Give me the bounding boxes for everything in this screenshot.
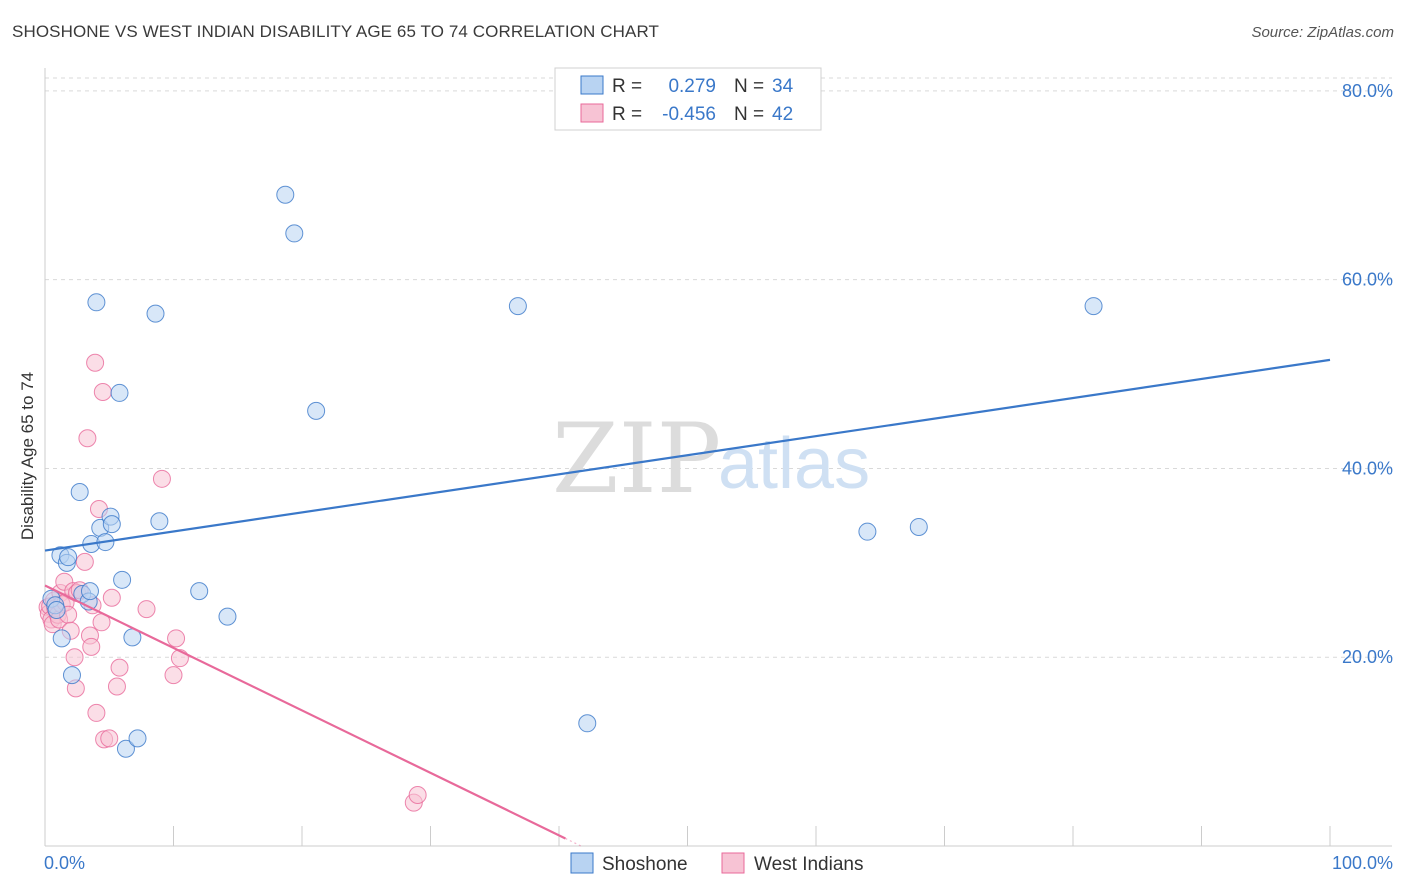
legend-n-value-1: 34 [772, 76, 794, 97]
shoshone-point [102, 515, 121, 534]
west-indians-trend-extension [565, 837, 582, 847]
west-indians-point [152, 469, 171, 488]
chart-source: Source: ZipAtlas.com [1251, 24, 1394, 41]
shoshone-point [508, 297, 527, 316]
west-indians-point [164, 666, 183, 685]
shoshone-trend-line [44, 358, 1331, 552]
y-tick-label: 40.0% [1342, 458, 1393, 478]
west-indians-point [75, 552, 94, 571]
shoshone-point [62, 666, 81, 685]
watermark-zip: ZIP [552, 403, 721, 515]
x-tick-label: 100.0% [1332, 853, 1393, 873]
grid-lines [45, 77, 1392, 658]
west-indians-point [408, 786, 427, 805]
west-indians-trend-line [44, 584, 566, 840]
shoshone-point [87, 293, 106, 312]
legend-r-value-1: 0.279 [668, 76, 716, 97]
legend-n-label-1: N = [734, 76, 764, 97]
bottom-legend: Shoshone West Indians [570, 852, 863, 875]
shoshone-point [128, 729, 147, 748]
bottom-legend-swatch-shoshone [570, 852, 594, 874]
west-indians-point [87, 703, 106, 722]
shoshone-point [307, 401, 326, 420]
y-tick-label: 80.0% [1342, 81, 1393, 101]
shoshone-point [80, 582, 99, 601]
y-axis-label: Disability Age 65 to 74 [18, 372, 37, 540]
shoshone-point [218, 607, 237, 626]
shoshone-point [150, 512, 169, 531]
west-indians-point [93, 382, 112, 401]
trend-lines [44, 358, 1331, 847]
bottom-legend-swatch-west-indians [721, 852, 745, 874]
bottom-legend-west-indians: West Indians [754, 854, 863, 875]
y-tick-label: 20.0% [1342, 647, 1393, 667]
west-indians-point [65, 648, 84, 667]
west-indians-point [167, 629, 186, 648]
west-indians-point [102, 588, 121, 607]
watermark: ZIP atlas [552, 403, 870, 515]
shoshone-point [285, 224, 304, 243]
shoshone-point [70, 483, 89, 502]
west-indians-point [100, 729, 119, 748]
west-indians-point [107, 677, 126, 696]
shoshone-point [146, 304, 165, 323]
watermark-atlas: atlas [718, 424, 870, 504]
shoshone-point [909, 517, 928, 536]
west-indians-point [82, 637, 101, 656]
shoshone-point [113, 570, 132, 589]
y-tick-label: 60.0% [1342, 270, 1393, 290]
legend-r-label-2: R = [612, 104, 642, 125]
legend-swatch-west-indians [580, 103, 604, 123]
shoshone-point [59, 548, 78, 567]
shoshone-point [1084, 297, 1103, 316]
shoshone-point [858, 522, 877, 541]
legend-n-value-2: 42 [772, 104, 793, 125]
legend-swatch-shoshone [580, 75, 604, 95]
shoshone-point [110, 383, 129, 402]
legend-r-value-2: -0.456 [662, 104, 716, 125]
shoshone-points [42, 185, 1103, 758]
shoshone-point [190, 582, 209, 601]
west-indians-point [110, 658, 129, 677]
legend-n-label-2: N = [734, 104, 764, 125]
shoshone-point [578, 714, 597, 733]
chart-title: SHOSHONE VS WEST INDIAN DISABILITY AGE 6… [12, 22, 660, 41]
west-indians-point [78, 429, 97, 448]
axes: 20.0% 40.0% 60.0% 80.0% 0.0% 100.0% [44, 68, 1393, 873]
west-indians-point [86, 353, 105, 372]
x-tick-label: 0.0% [44, 853, 85, 873]
legend-r-label-1: R = [612, 76, 642, 97]
shoshone-point [116, 739, 135, 758]
shoshone-point [47, 601, 66, 620]
legend: R = 0.279 N = 34 R = -0.456 N = 42 [554, 67, 822, 131]
west-indians-point [137, 600, 156, 619]
bottom-legend-shoshone: Shoshone [602, 854, 688, 875]
shoshone-point [276, 185, 295, 204]
shoshone-point [52, 629, 71, 648]
